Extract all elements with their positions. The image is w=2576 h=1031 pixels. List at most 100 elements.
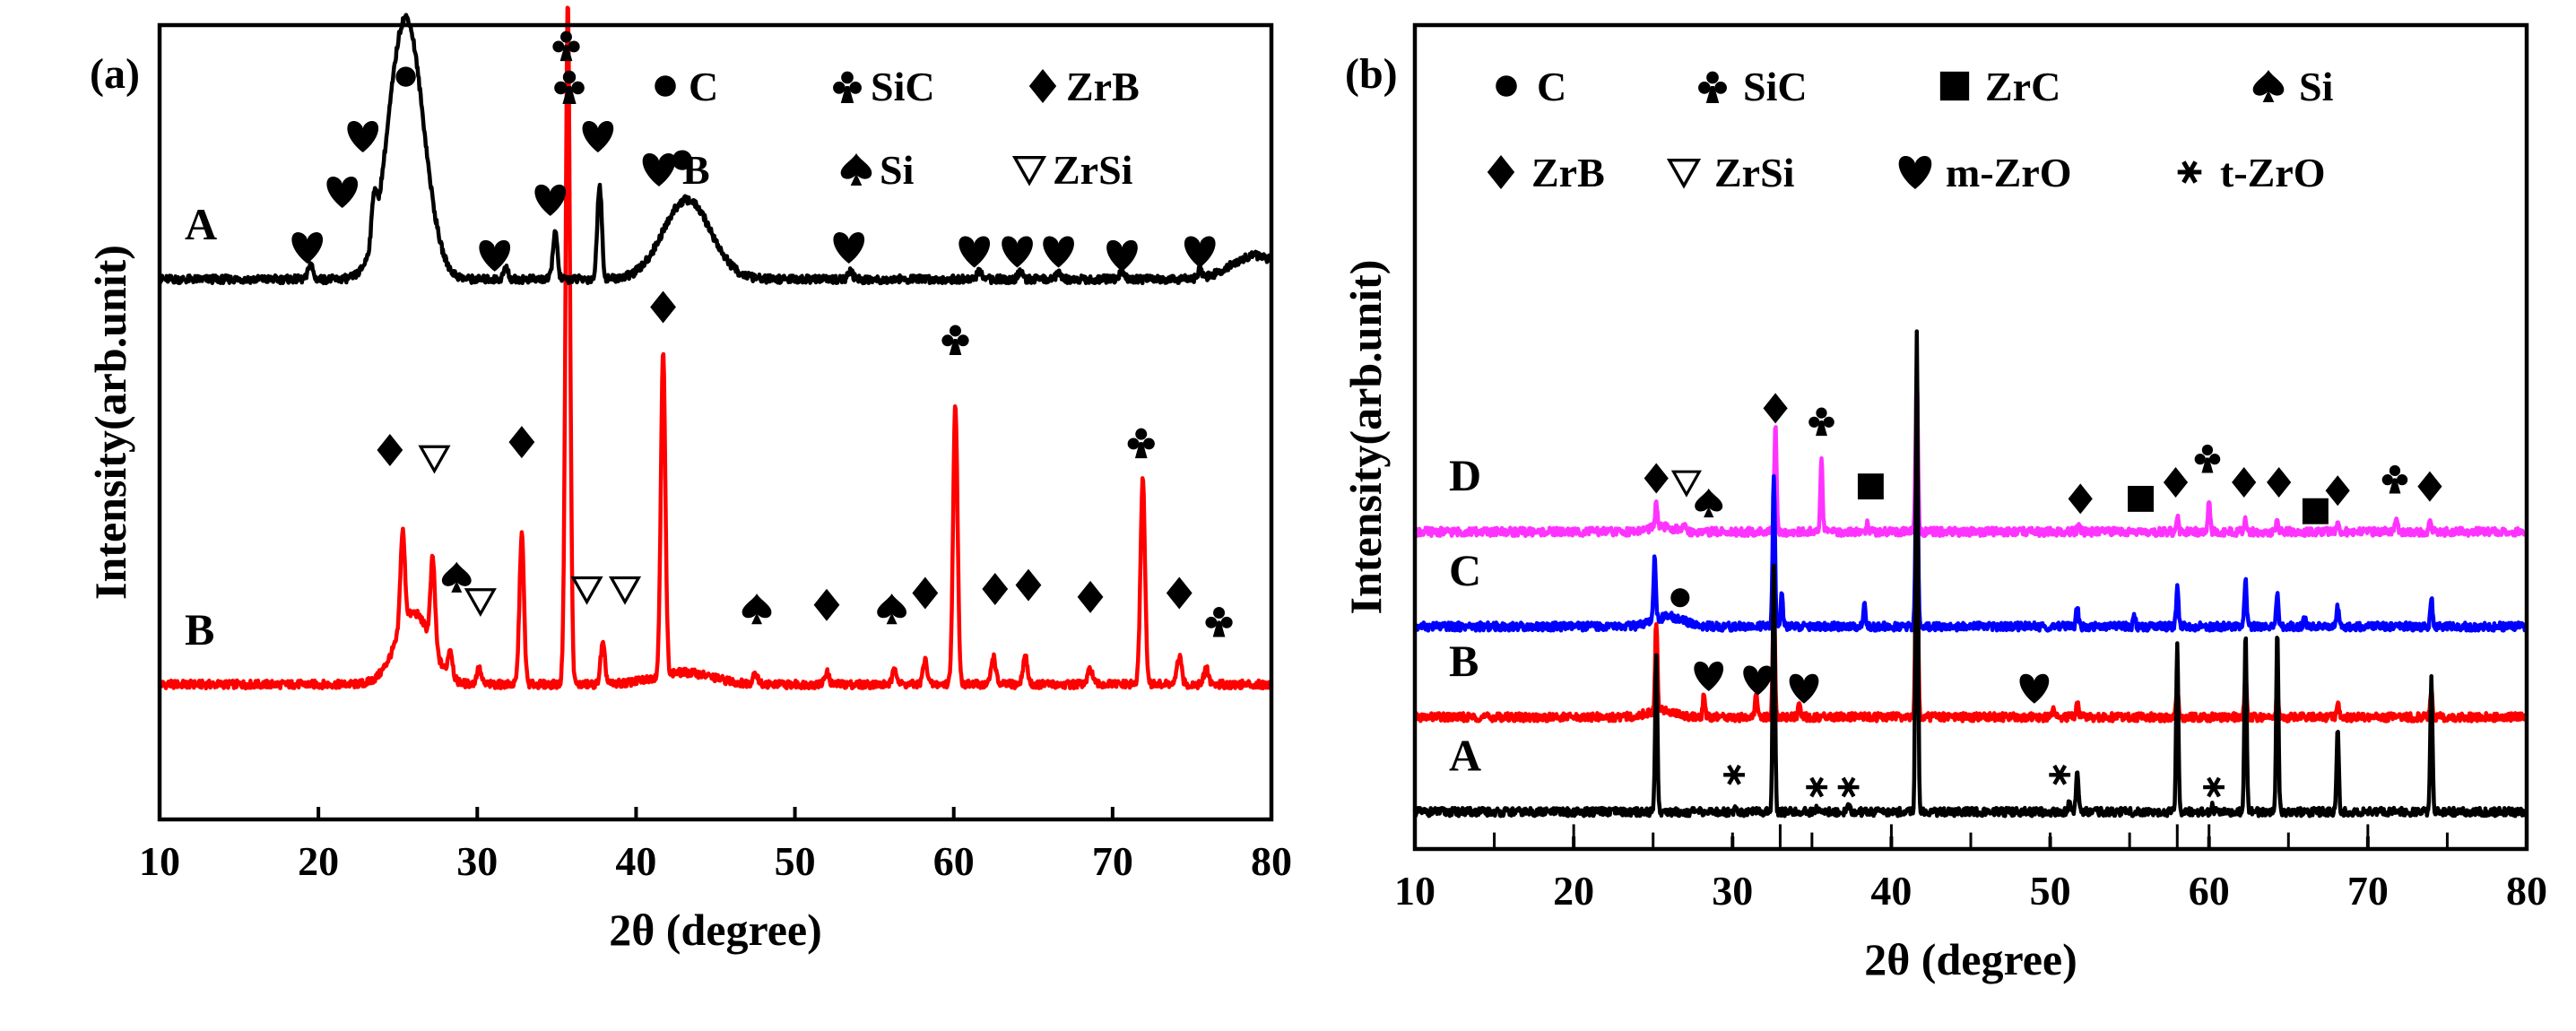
heart-icon [479, 239, 511, 272]
panel-label: (a) [90, 50, 140, 98]
heart-icon [291, 232, 324, 264]
dot-shape [672, 150, 692, 170]
club-lobe [1213, 607, 1226, 619]
club-stem [1212, 620, 1226, 637]
star-stroke [1841, 776, 1856, 798]
legend: C SiC ZrC Si ZrB ZrSi m-ZrO t-ZrO [1487, 64, 2334, 195]
x-tick-label: 70 [1092, 838, 1133, 884]
heart-icon [958, 236, 991, 268]
club-lobe [1823, 416, 1834, 428]
club-lobe [2201, 444, 2214, 456]
x-tick-label: 40 [1870, 868, 1912, 914]
heart-shape [958, 236, 991, 268]
diamond-shape [813, 588, 840, 621]
club-lobe [1816, 407, 1827, 419]
club-stem [1816, 420, 1827, 437]
series-line-B [157, 5, 1274, 691]
legend-label: Si [880, 147, 915, 193]
diamond-shape [1166, 576, 1193, 610]
dot-icon [655, 75, 676, 97]
club-stem [562, 86, 577, 104]
triangle-shape [608, 576, 642, 605]
series-label: A [185, 199, 217, 249]
club-lobe [957, 334, 969, 347]
diamond-icon [2325, 475, 2350, 507]
spade-shape [2252, 69, 2285, 103]
diamond-shape [508, 426, 535, 459]
legend-label: ZrC [1985, 64, 2060, 109]
club-lobe [1127, 438, 1140, 450]
club-lobe [841, 71, 854, 84]
diamond-shape [912, 576, 939, 610]
diamond-icon [1028, 69, 1057, 103]
x-tick-label: 60 [2189, 868, 2230, 914]
club-lobe [2208, 454, 2221, 465]
diamond-shape [1015, 568, 1042, 602]
diamond-shape [650, 290, 676, 324]
x-tick-label: 50 [775, 838, 816, 884]
heart-icon [1694, 661, 1724, 691]
square-shape [2302, 498, 2329, 524]
club-lobe [1698, 82, 1711, 94]
heart-shape [326, 177, 359, 209]
heart-icon [642, 153, 676, 186]
heart-shape [582, 120, 614, 152]
heart-icon [1184, 236, 1216, 268]
club-lobe [849, 82, 862, 94]
diamond-icon [2417, 471, 2442, 502]
spade-icon [877, 593, 907, 625]
heart-icon [1743, 665, 1774, 696]
club-icon [1205, 607, 1233, 637]
club-lobe [552, 40, 565, 53]
club-lobe [2397, 474, 2408, 486]
club-icon [2381, 464, 2408, 494]
club-lobe [2381, 474, 2393, 486]
heart-shape [1002, 236, 1033, 268]
square-shape [2128, 485, 2154, 512]
diamond-shape [2325, 475, 2350, 507]
heart-icon [1043, 236, 1074, 268]
heart-shape [291, 232, 324, 264]
triangle-icon [418, 445, 451, 474]
x-tick-label: 20 [1553, 868, 1594, 914]
legend-label: ZrSi [1053, 147, 1133, 193]
club-lobe [562, 70, 577, 84]
diamond-icon [1015, 568, 1042, 602]
x-tick-label: 70 [2347, 868, 2389, 914]
triangle-shape [1666, 158, 1702, 189]
club-lobe [1220, 616, 1233, 628]
diamond-shape [2068, 483, 2093, 515]
legend-label: ZrB [1531, 150, 1605, 195]
legend-label: ZrSi [1714, 150, 1795, 195]
series-label: A [1449, 731, 1481, 781]
club-lobe [1714, 82, 1727, 94]
x-tick-label: 80 [2506, 868, 2547, 914]
triangle-icon [608, 576, 642, 605]
diamond-icon [2232, 467, 2257, 498]
heart-shape [534, 184, 567, 216]
club-stem [949, 338, 962, 355]
club-stem [1705, 86, 1720, 103]
dot-shape [1496, 75, 1517, 97]
star-icon [2203, 776, 2225, 798]
diamond-shape [1077, 580, 1104, 613]
dot-icon [1670, 588, 1690, 608]
diamond-shape [1028, 69, 1057, 103]
legend-label: ZrB [1066, 64, 1140, 109]
legend-label: C [689, 64, 718, 109]
club-lobe [1808, 416, 1820, 428]
heart-shape [833, 232, 865, 264]
series-line-B [1413, 466, 2528, 723]
plot-frame [157, 22, 1274, 822]
heart-shape [1789, 673, 1819, 704]
diamond-shape [2163, 467, 2189, 498]
club-lobe [1205, 616, 1218, 628]
triangle-icon [1666, 158, 1702, 189]
triangle-icon [570, 576, 603, 605]
club-lobe [571, 81, 585, 95]
heart-shape [1184, 236, 1216, 268]
diamond-icon [1166, 576, 1193, 610]
club-lobe [833, 82, 846, 94]
club-icon [1698, 71, 1727, 103]
